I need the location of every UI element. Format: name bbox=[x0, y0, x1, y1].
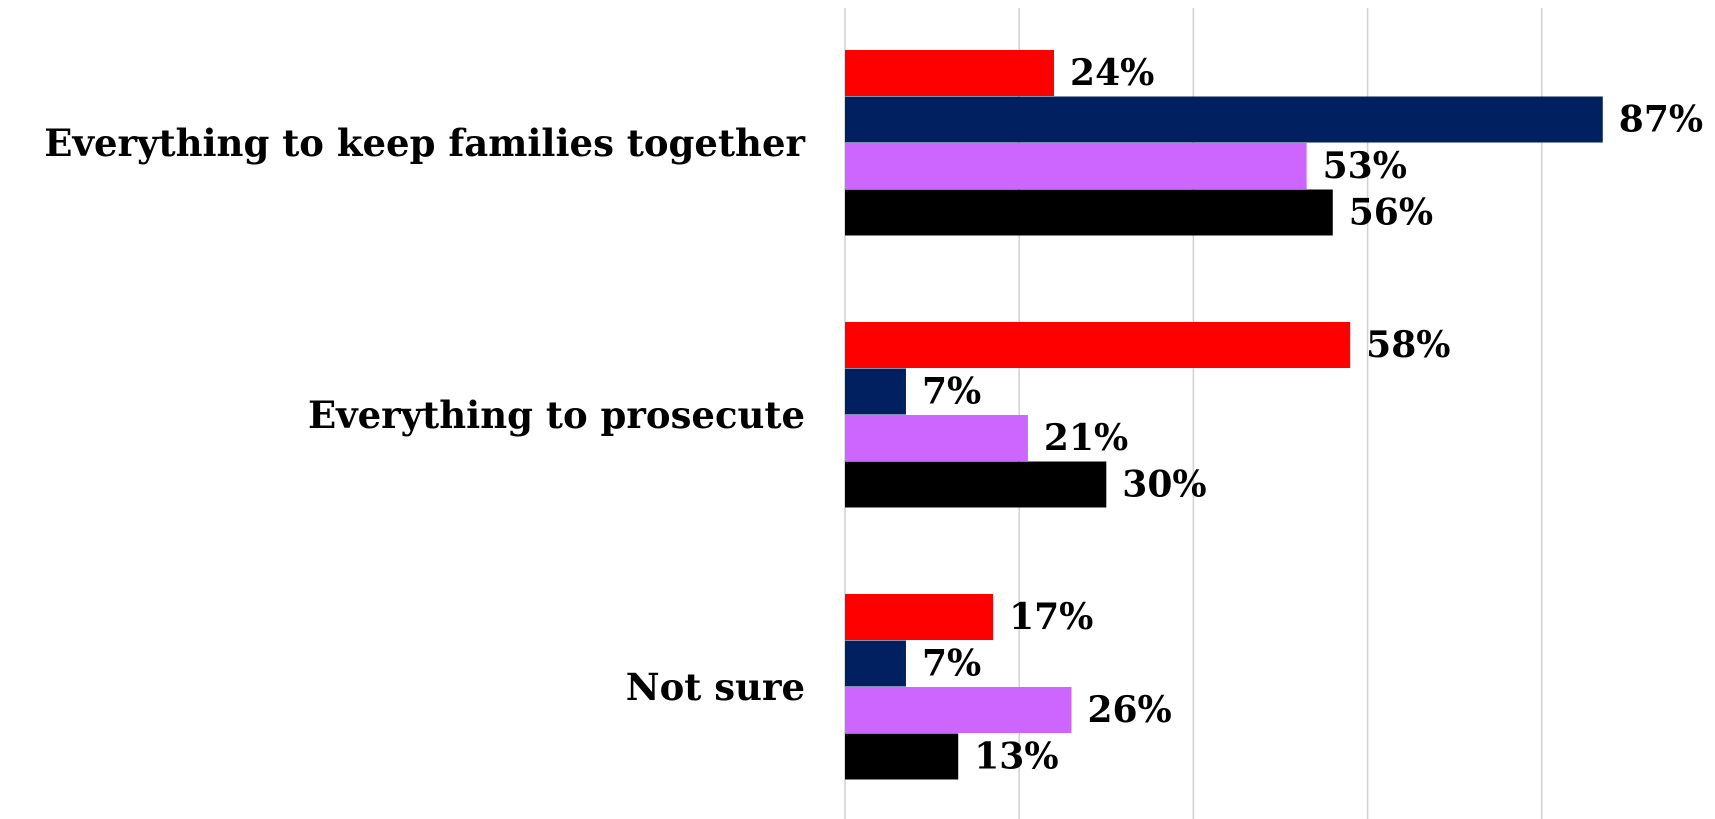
bar bbox=[845, 640, 906, 687]
value-label: 53% bbox=[1323, 145, 1407, 187]
value-labels: 24% 87% 53% 56% 58% 7% 21% 30% 17% 7% 26% 13% bbox=[922, 52, 1703, 778]
value-label: 17% bbox=[1009, 596, 1093, 638]
value-label: 21% bbox=[1044, 417, 1128, 459]
value-label: 26% bbox=[1087, 689, 1171, 731]
category-label: Not sure bbox=[626, 665, 805, 709]
value-label: 13% bbox=[974, 736, 1058, 778]
value-label: 58% bbox=[1366, 324, 1450, 366]
bars bbox=[845, 50, 1603, 780]
value-label: 30% bbox=[1122, 464, 1206, 506]
value-label: 87% bbox=[1619, 99, 1703, 141]
value-label: 56% bbox=[1349, 192, 1433, 234]
category-label: Everything to keep families together bbox=[44, 121, 805, 165]
bar bbox=[845, 368, 906, 415]
value-label: 24% bbox=[1070, 52, 1154, 94]
bar bbox=[845, 50, 1055, 96]
bar bbox=[845, 96, 1603, 143]
category-label: Everything to prosecute bbox=[308, 393, 805, 437]
category-labels: Everything to keep families together Ever… bbox=[44, 121, 805, 709]
bar bbox=[845, 415, 1028, 461]
value-label: 7% bbox=[922, 371, 981, 413]
bar bbox=[845, 594, 994, 640]
bar bbox=[845, 461, 1107, 508]
value-label: 7% bbox=[922, 643, 981, 685]
bar bbox=[845, 189, 1333, 236]
bar bbox=[845, 322, 1351, 368]
bar bbox=[845, 687, 1072, 733]
bar bbox=[845, 733, 959, 780]
bar bbox=[845, 143, 1307, 189]
